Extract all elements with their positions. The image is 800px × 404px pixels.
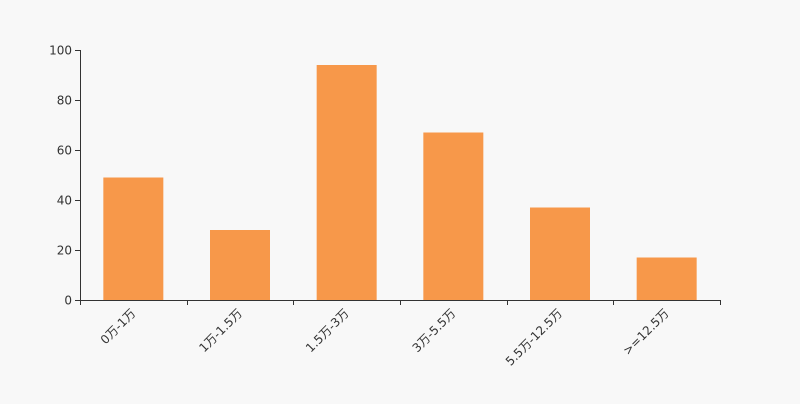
y-tick-label: 0 (64, 294, 72, 308)
bar (636, 257, 697, 300)
bars (103, 65, 697, 300)
x-tick-label: 1万-1.5万 (196, 306, 245, 355)
x-tick-label: 0万-1万 (98, 306, 139, 347)
x-axis: 0万-1万 1万-1.5万 1.5万-3万 3万-5.5万 5.5万-12.5万 >=12… (80, 300, 721, 369)
x-tick-label: 1.5万-3万 (303, 306, 352, 355)
y-axis: 0 20 40 60 80 100 (49, 44, 81, 308)
bar (103, 177, 164, 300)
x-tick-label: >=12.5万 (620, 306, 672, 358)
y-tick-label: 40 (57, 194, 72, 208)
bar (316, 65, 377, 300)
y-tick-label: 100 (49, 44, 72, 58)
y-tick-label: 60 (57, 144, 72, 158)
bar (423, 132, 484, 300)
y-tick-label: 80 (57, 94, 72, 108)
bar (530, 207, 590, 300)
x-tick-label: 5.5万-12.5万 (503, 306, 565, 368)
x-tick-label: 3万-5.5万 (410, 306, 459, 355)
y-tick-label: 20 (57, 244, 72, 258)
bar (210, 230, 270, 300)
